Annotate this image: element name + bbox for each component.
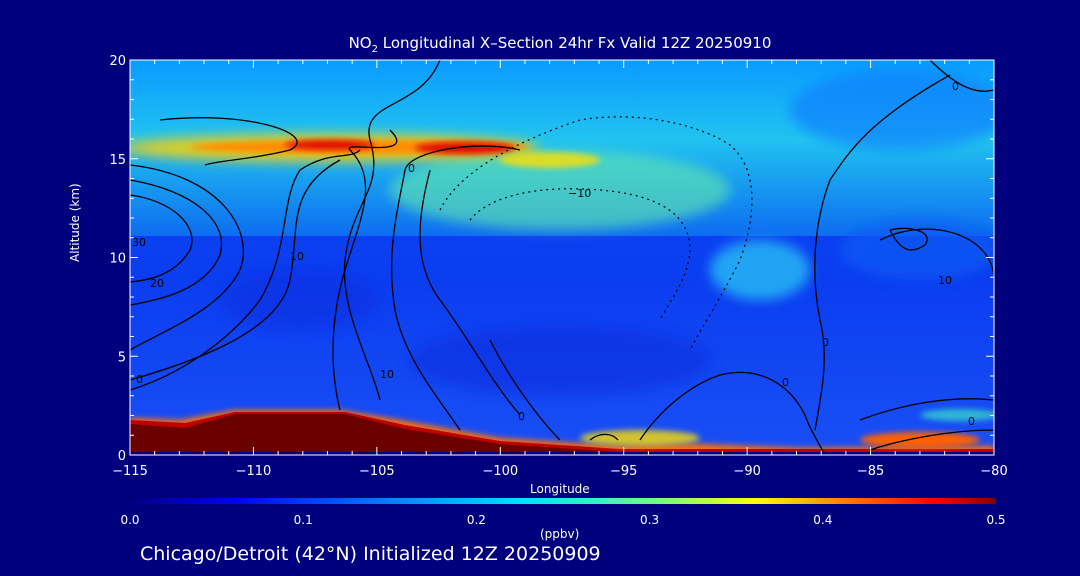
x-tick-label: −115	[112, 464, 148, 479]
svg-text:0: 0	[408, 162, 415, 175]
y-tick-label: 10	[109, 252, 126, 267]
svg-text:0: 0	[136, 373, 143, 386]
x-tick-label: −85	[857, 464, 884, 479]
y-tick-label: 20	[109, 54, 126, 69]
svg-text:30: 30	[132, 236, 146, 249]
y-tick-label: 5	[118, 350, 126, 365]
svg-text:0: 0	[822, 336, 829, 349]
x-tick-label: −80	[980, 464, 1007, 479]
y-tick-label: 0	[118, 449, 126, 464]
svg-text:0: 0	[782, 376, 789, 389]
colorbar	[130, 498, 996, 504]
x-tick-label: −90	[733, 464, 760, 479]
colorbar-ticks: 0.0 0.1 0.2 0.3 0.4 0.5	[120, 513, 1005, 527]
svg-text:10: 10	[290, 250, 304, 263]
svg-text:20: 20	[150, 277, 164, 290]
colorbar-tick-label: 0.3	[640, 513, 659, 527]
x-axis: −115 −110 −105 −100 −95 −90 −85 −80	[112, 60, 1008, 479]
svg-text:10: 10	[938, 274, 952, 287]
svg-text:0: 0	[952, 80, 959, 93]
colorbar-tick-label: 0.0	[120, 513, 139, 527]
y-tick-label: 15	[109, 153, 126, 168]
footer-caption: Chicago/Detroit (42°N) Initialized 12Z 2…	[140, 543, 601, 565]
colorbar-unit-label: (ppbv)	[540, 527, 580, 541]
svg-text:10: 10	[380, 368, 394, 381]
svg-text:0: 0	[518, 410, 525, 423]
colorbar-tick-label: 0.1	[294, 513, 313, 527]
x-tick-label: −95	[610, 464, 637, 479]
colorbar-tick-label: 0.4	[813, 513, 832, 527]
svg-text:0: 0	[968, 415, 975, 428]
x-axis-label: Longitude	[530, 482, 590, 496]
colorbar-tick-label: 0.5	[986, 513, 1005, 527]
colorbar-tick-label: 0.2	[467, 513, 486, 527]
svg-text:−10: −10	[568, 187, 591, 200]
x-tick-label: −105	[359, 464, 395, 479]
y-axis-label: Altitude (km)	[68, 183, 82, 262]
x-tick-label: −100	[482, 464, 518, 479]
x-tick-label: −110	[236, 464, 272, 479]
chart-title: NO2 Longitudinal X–Section 24hr Fx Valid…	[348, 34, 772, 55]
